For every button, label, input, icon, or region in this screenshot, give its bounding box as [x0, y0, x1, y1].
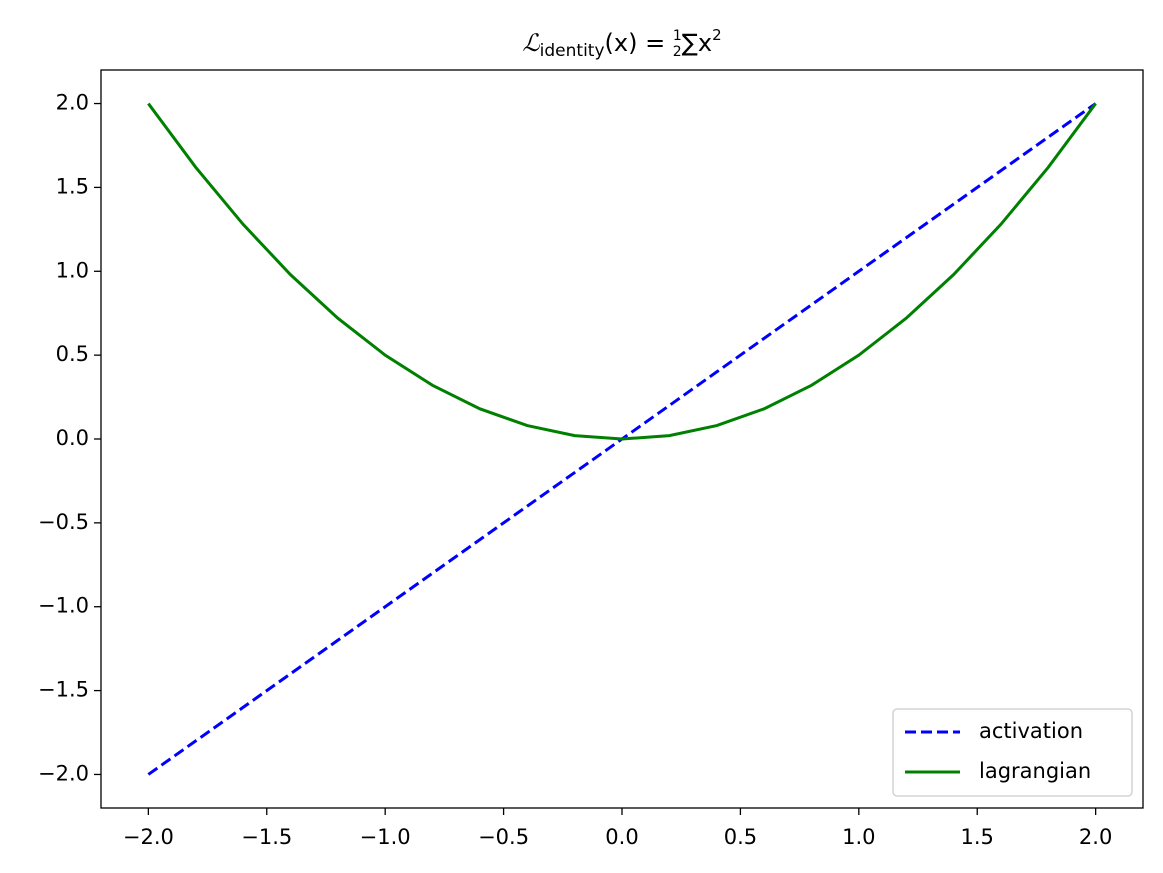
y-tick-label: −2.0	[38, 761, 89, 785]
x-tick-label: −2.0	[123, 825, 174, 849]
x-tick-label: 2.0	[1079, 825, 1112, 849]
title-sum: ∑x	[682, 29, 712, 57]
x-tick-label: 1.5	[961, 825, 994, 849]
y-tick-label: 0.5	[56, 342, 89, 366]
plot-frame	[100, 69, 1144, 809]
x-tick-label: −1.0	[360, 825, 411, 849]
line-series	[147, 102, 1097, 441]
title-numerator: 1	[673, 28, 682, 44]
chart-title: ℒidentity(x) = 1 2∑x2	[522, 26, 721, 62]
x-tick-label: −1.5	[241, 825, 292, 849]
y-tick-label: 1.0	[56, 258, 89, 282]
y-tick-label: 2.0	[56, 91, 89, 115]
y-tick-label: −0.5	[38, 510, 89, 534]
title-denominator: 2	[673, 44, 682, 60]
title-symbol: ℒ	[522, 29, 540, 57]
title-middle: (x) =	[605, 29, 673, 57]
legend-label: lagrangian	[979, 759, 1091, 783]
legend-label: activation	[979, 719, 1083, 743]
legend-box	[892, 708, 1133, 797]
y-tick-label: 1.5	[56, 174, 89, 198]
x-tick-label: 1.0	[842, 825, 875, 849]
y-tick-label: −1.5	[38, 678, 89, 702]
x-tick-label: −0.5	[478, 825, 529, 849]
title-subscript: identity	[540, 41, 605, 61]
title-superscript: 2	[712, 26, 722, 44]
y-tick-label: −1.0	[38, 594, 89, 618]
x-tick-label: 0.0	[605, 825, 638, 849]
x-tick-label: 0.5	[724, 825, 757, 849]
y-tick-label: 0.0	[56, 426, 89, 450]
